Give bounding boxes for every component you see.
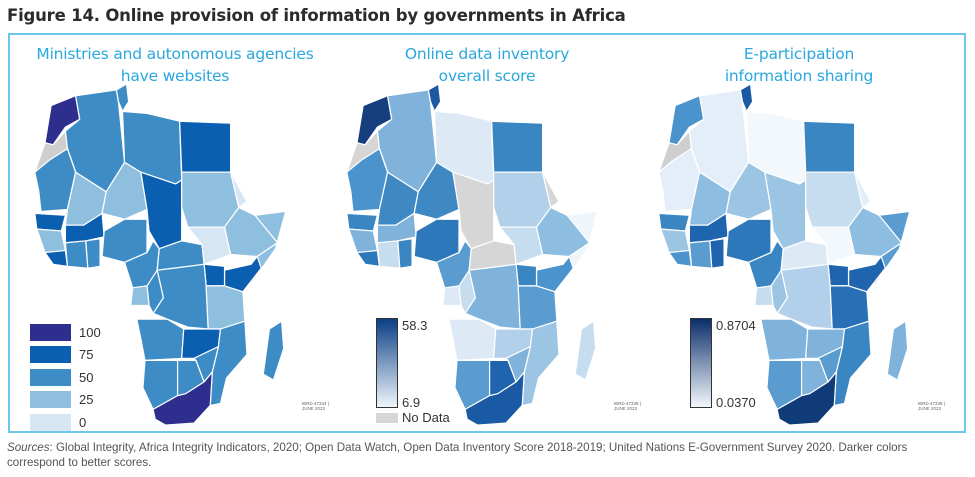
legend-swatch	[30, 413, 71, 431]
country-guinea	[36, 228, 67, 254]
legend-label: 50	[79, 369, 94, 385]
country-kenya	[223, 255, 262, 293]
legend-label: 100	[79, 324, 101, 340]
legend-swatch	[30, 346, 71, 363]
legend-swatch	[30, 368, 71, 386]
country-liberia	[44, 250, 69, 267]
country-liberia	[356, 250, 381, 267]
country-south-africa	[464, 371, 525, 426]
country-senegal	[34, 212, 67, 232]
panel-websites: Ministries and autonomous agencies have …	[16, 35, 334, 431]
legend-item: 0	[30, 412, 101, 432]
map-reference-label: IBRD 47336 | JUNE 2023	[918, 401, 945, 411]
country-eritrea	[854, 171, 872, 209]
ibrd-date: JUNE 2023	[302, 406, 326, 411]
panel-title: Ministries and autonomous agencies have …	[16, 43, 334, 87]
country-senegal	[658, 212, 691, 232]
country-cote-divoire	[376, 240, 401, 269]
country-angola	[136, 318, 185, 361]
legend-item: 100	[30, 322, 101, 342]
country-kenya	[847, 255, 886, 293]
africa-map-e-participation	[658, 83, 911, 426]
panel-title: Online data inventory overall score	[328, 43, 646, 87]
panel-data-inventory: Online data inventory overall score 58.3…	[328, 35, 646, 431]
categorical-legend: 100 75 50 25 0	[30, 322, 101, 435]
panel-title-line1: Online data inventory	[404, 45, 570, 63]
sources-text: : Global Integrity, Africa Integrity Ind…	[7, 441, 908, 469]
panel-e-participation: E-participation information sharing 0.87…	[640, 35, 958, 431]
gradient-legend-bar	[376, 318, 398, 408]
country-s-sudan	[187, 226, 232, 265]
country-ghana	[397, 238, 413, 269]
legend-swatch	[30, 391, 71, 408]
country-uganda	[203, 263, 226, 287]
country-uganda	[827, 263, 850, 287]
ibrd-date: JUNE 2023	[614, 406, 638, 411]
africa-map-data-inventory	[346, 83, 599, 426]
country-eritrea	[542, 171, 560, 209]
country-south-africa	[152, 371, 213, 426]
country-gabon	[442, 285, 462, 307]
country-senegal	[346, 212, 379, 232]
country-ghana	[85, 238, 101, 269]
legend-label: 0	[79, 414, 87, 430]
country-uganda	[515, 263, 538, 287]
panel-title: E-participation information sharing	[640, 43, 958, 87]
no-data-label: No Data	[402, 410, 450, 425]
legend-max-label: 58.3	[402, 318, 428, 333]
country-angola	[448, 318, 497, 361]
country-egypt	[803, 120, 856, 173]
panel-title-line1: Ministries and autonomous agencies	[36, 45, 314, 63]
country-kenya	[535, 255, 574, 293]
country-tunisia	[427, 83, 442, 113]
panel-title-line2: information sharing	[724, 67, 874, 85]
country-s-sudan	[811, 226, 856, 265]
country-south-africa	[776, 371, 837, 426]
country-eritrea	[230, 171, 248, 209]
country-ghana	[709, 238, 725, 269]
africa-map-websites	[34, 83, 287, 426]
figure-frame: Ministries and autonomous agencies have …	[8, 33, 966, 433]
country-egypt	[179, 120, 232, 173]
panel-title-line1: E-participation	[743, 45, 855, 63]
country-egypt	[491, 120, 544, 173]
country-liberia	[668, 250, 693, 267]
country-guinea	[660, 228, 691, 254]
no-data-swatch	[376, 413, 398, 423]
country-cote-divoire	[64, 240, 89, 269]
country-madagascar	[262, 320, 285, 381]
country-madagascar	[574, 320, 597, 381]
sources-label: Sources	[7, 441, 50, 454]
legend-swatch	[30, 323, 71, 341]
legend-min-label: 0.0370	[716, 395, 756, 410]
country-tunisia	[115, 83, 130, 113]
legend-item: 75	[30, 345, 101, 365]
country-madagascar	[886, 320, 909, 381]
gradient-legend-bar	[690, 318, 712, 408]
country-gabon	[130, 285, 150, 307]
legend-min-label: 6.9	[402, 395, 421, 410]
legend-label: 75	[79, 347, 94, 362]
ibrd-code: IBRD 47336 |	[918, 401, 945, 406]
legend-item: 25	[30, 390, 101, 410]
ibrd-code: IBRD 47334 |	[302, 401, 329, 406]
panel-title-line2: overall score	[438, 67, 536, 85]
map-reference-label: IBRD 47335 | JUNE 2023	[614, 401, 641, 411]
panel-title-line2: have websites	[120, 67, 230, 85]
sources-note: Sources: Global Integrity, Africa Integr…	[7, 440, 967, 470]
country-guinea	[348, 228, 379, 254]
map-reference-label: IBRD 47334 | JUNE 2023	[302, 401, 329, 411]
ibrd-date: JUNE 2023	[918, 406, 942, 411]
legend-label: 25	[79, 392, 94, 407]
country-tunisia	[739, 83, 754, 113]
country-angola	[760, 318, 809, 361]
ibrd-code: IBRD 47335 |	[614, 401, 641, 406]
country-cote-divoire	[688, 240, 713, 269]
country-gabon	[754, 285, 774, 307]
figure-title: Figure 14. Online provision of informati…	[7, 6, 626, 25]
country-s-sudan	[499, 226, 544, 265]
legend-item: 50	[30, 367, 101, 387]
legend-max-label: 0.8704	[716, 318, 756, 333]
